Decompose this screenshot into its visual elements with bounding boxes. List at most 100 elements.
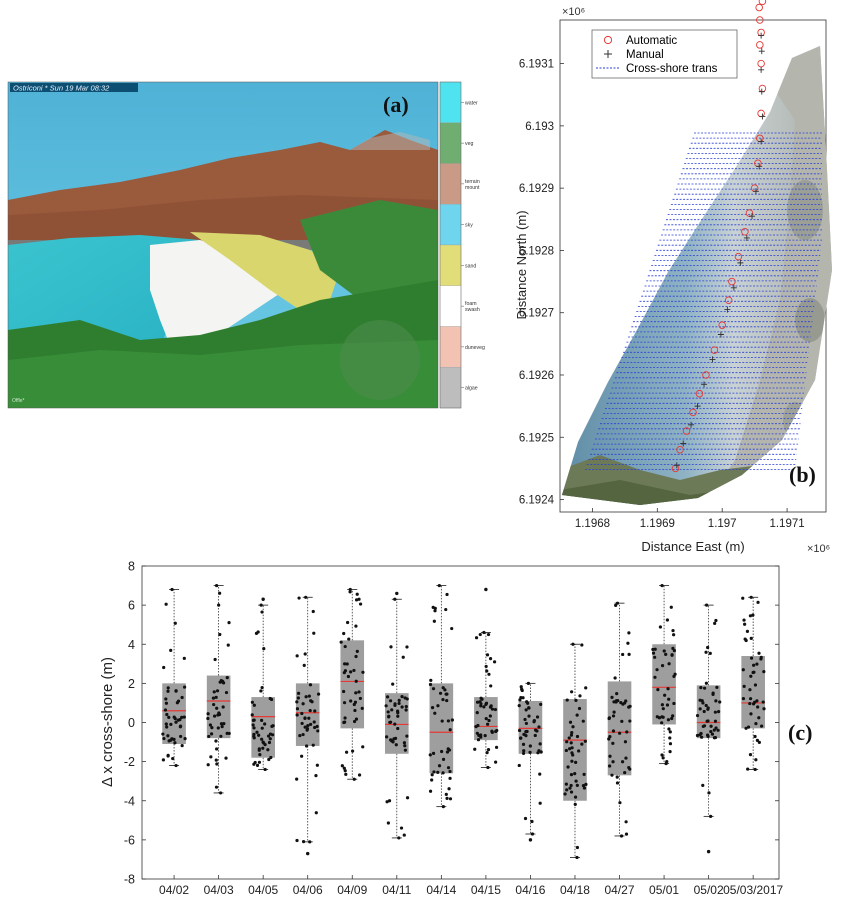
data-point	[615, 781, 620, 785]
data-point	[304, 695, 308, 699]
data-point	[525, 700, 529, 704]
data-point	[206, 763, 210, 767]
data-point	[251, 718, 255, 722]
data-point	[165, 725, 169, 729]
data-point	[670, 653, 674, 657]
manual-point	[688, 421, 695, 428]
data-point	[535, 715, 540, 719]
classified-photo	[8, 82, 438, 408]
data-point	[161, 758, 166, 762]
data-point	[714, 699, 718, 703]
legend-automatic: Automatic	[626, 35, 677, 47]
data-point	[222, 722, 226, 726]
data-point	[212, 702, 216, 707]
data-point	[441, 805, 445, 809]
data-point	[254, 631, 259, 635]
data-point	[608, 764, 612, 768]
x-tick-label-c: 04/14	[426, 883, 456, 897]
data-point	[702, 709, 706, 714]
data-point	[658, 625, 663, 629]
photo-header-bar	[10, 83, 138, 92]
data-point	[387, 715, 391, 719]
data-point	[206, 712, 210, 716]
data-point	[164, 722, 168, 726]
data-point	[615, 692, 619, 696]
panel-label-c: (c)	[788, 720, 812, 745]
data-point	[565, 740, 569, 744]
data-point	[391, 740, 395, 744]
data-point	[486, 765, 490, 770]
x-axis-label-b: Distance East (m)	[641, 539, 744, 554]
legend-automatic-marker	[603, 35, 613, 45]
data-point	[610, 773, 614, 777]
data-point	[711, 691, 715, 695]
data-point	[305, 727, 310, 731]
data-point	[660, 703, 664, 707]
data-point	[494, 760, 498, 764]
legend-label-duneveg: duneveg	[465, 345, 485, 351]
data-point	[578, 694, 582, 698]
data-point	[627, 631, 631, 635]
boxplot-ticks: -8 -6 -4 -2 0 2 4 6 8 04/02 04/03 04/05 04/06 04/09 04…	[124, 560, 784, 898]
data-point	[573, 802, 577, 806]
y-tick-label-b: 6.1931	[519, 59, 554, 71]
data-point	[208, 723, 213, 727]
x-tick-label-c: 05/02	[694, 883, 724, 897]
data-point	[713, 710, 717, 714]
data-point	[441, 686, 445, 690]
y-tick-label-c: -6	[124, 833, 135, 847]
data-point	[440, 749, 444, 754]
data-point	[655, 668, 659, 672]
data-point	[403, 744, 407, 748]
data-point	[755, 738, 759, 742]
data-point	[744, 726, 748, 730]
data-point	[388, 699, 393, 703]
data-point	[217, 711, 221, 715]
legend-swatch-veg	[439, 122, 462, 164]
data-point	[162, 736, 166, 741]
data-point	[342, 631, 346, 636]
data-point	[269, 697, 274, 702]
data-point	[608, 734, 612, 739]
data-point	[623, 770, 627, 775]
data-point	[448, 776, 452, 780]
data-point	[527, 706, 531, 710]
data-point	[263, 743, 267, 747]
data-point	[613, 676, 617, 680]
x-tick-label-c: 04/03	[204, 883, 234, 897]
data-point	[300, 721, 304, 726]
data-point	[615, 601, 620, 605]
data-point	[752, 663, 756, 667]
data-point	[315, 763, 319, 767]
shoreline-markers	[671, 0, 767, 473]
x-tick-label-b: 1.197	[708, 518, 737, 530]
data-point	[352, 777, 356, 781]
data-point	[430, 706, 435, 710]
manual-point	[680, 440, 687, 447]
data-point	[227, 621, 231, 625]
data-point	[215, 689, 220, 693]
y-axis-label-c: Δ x cross-shore (m)	[99, 657, 116, 787]
data-point	[756, 705, 760, 709]
data-point	[349, 699, 353, 703]
data-point	[565, 698, 569, 702]
data-point	[174, 689, 178, 693]
data-point	[295, 838, 299, 843]
data-point	[267, 740, 272, 745]
data-point	[313, 725, 317, 730]
data-point	[577, 749, 581, 753]
data-point	[746, 725, 751, 729]
legend-label-sand: sand	[465, 263, 476, 269]
data-point	[386, 821, 390, 825]
data-point	[672, 701, 676, 706]
data-point	[707, 791, 711, 795]
data-point	[433, 711, 437, 715]
data-point	[666, 718, 671, 722]
data-point	[405, 734, 409, 738]
data-point	[354, 654, 358, 659]
x-tick-label-c: 05/03/2017	[723, 883, 783, 897]
data-point	[354, 624, 358, 628]
manual-point	[724, 306, 731, 313]
data-point	[517, 763, 521, 768]
